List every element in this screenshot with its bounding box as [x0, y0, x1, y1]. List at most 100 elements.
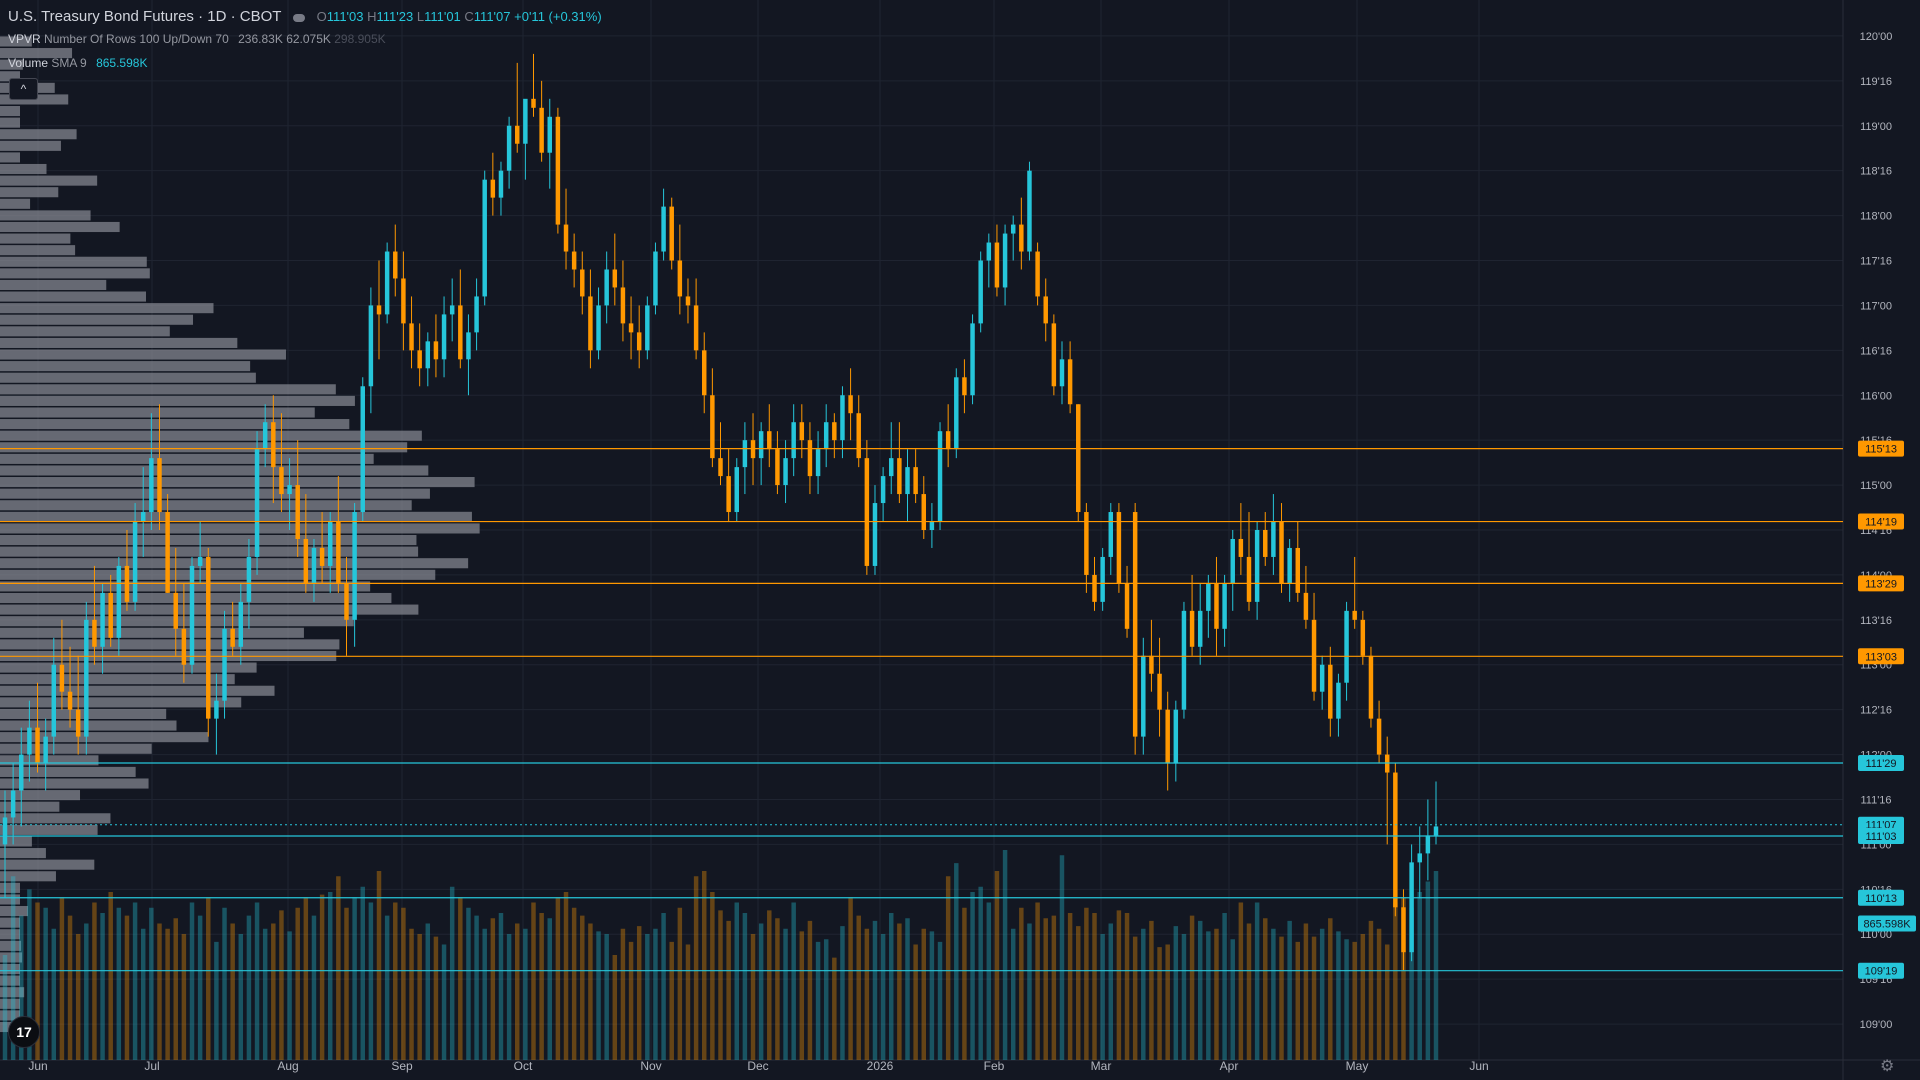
- candle-body: [490, 179, 496, 198]
- x-tick-label: Nov: [640, 1059, 661, 1073]
- volume-bar: [1393, 902, 1398, 1060]
- volume-profile-bar: [0, 639, 340, 650]
- candle-body: [734, 467, 739, 513]
- volume-bar: [1287, 920, 1292, 1060]
- candle-body: [1124, 583, 1130, 629]
- volume-bar: [368, 902, 374, 1060]
- volume-profile-bar: [0, 836, 32, 847]
- ohlc-c-label: C: [464, 9, 474, 24]
- candle-body: [1019, 224, 1024, 252]
- volume-profile-bar: [0, 882, 20, 893]
- market-status-icon: [293, 13, 306, 22]
- volume-params: SMA 9: [51, 56, 87, 70]
- volume-bar: [897, 923, 902, 1060]
- price-level-label: 110'13: [1865, 893, 1897, 905]
- price-level-label: 113'03: [1865, 651, 1897, 663]
- volume-bar: [222, 907, 227, 1060]
- volume-name: Volume: [8, 56, 49, 70]
- candle-body: [1222, 583, 1227, 629]
- vpvr-value-3: 298.905K: [334, 32, 386, 46]
- price-level-tag: [1858, 755, 1904, 772]
- volume-bar: [197, 915, 203, 1060]
- volume-bar: [1254, 902, 1260, 1060]
- volume-bar: [1303, 923, 1309, 1060]
- candle-body: [823, 422, 829, 450]
- volume-bar: [775, 918, 780, 1060]
- volume-profile-bar: [0, 848, 46, 859]
- volume-profile-bar: [0, 163, 47, 175]
- vpvr-value-2: 62.075K: [286, 32, 331, 46]
- candle-body: [742, 440, 748, 468]
- candle-body: [645, 305, 650, 351]
- volume-profile-bar: [0, 998, 20, 1009]
- candle-body: [1254, 530, 1260, 602]
- volume-profile-bar: [0, 268, 150, 279]
- volume-profile-bar: [0, 766, 136, 777]
- candle-body: [311, 547, 317, 584]
- volume-profile-bar: [0, 291, 147, 302]
- candle-body: [897, 458, 902, 495]
- volume-bar: [165, 928, 170, 1060]
- gear-icon[interactable]: ⚙: [1880, 1058, 1895, 1075]
- volume-bar: [1360, 934, 1366, 1060]
- volume-bar: [514, 923, 520, 1060]
- volume-bar: [856, 915, 861, 1060]
- ohlc-close: 111'07: [473, 9, 511, 24]
- price-level-tag: [1858, 575, 1904, 592]
- candle-body: [978, 260, 983, 324]
- candle-body: [214, 700, 219, 719]
- price-level-tag: [1858, 440, 1904, 457]
- volume-bar: [1401, 897, 1406, 1060]
- candle-body: [165, 512, 170, 593]
- volume-bar: [1263, 918, 1268, 1060]
- volume-bar: [1222, 913, 1227, 1060]
- volume-bar: [132, 902, 138, 1060]
- candle-body: [254, 449, 260, 557]
- volume-bar: [954, 863, 959, 1060]
- candle-body: [775, 449, 780, 486]
- collapse-legend-button[interactable]: ^: [9, 78, 38, 100]
- volume-profile-bar: [0, 326, 170, 337]
- candle-body: [43, 736, 48, 764]
- volume-legend[interactable]: Volume SMA 9 865.598K: [8, 56, 147, 70]
- volume-profile-bar: [0, 500, 412, 511]
- volume-bar: [677, 907, 683, 1060]
- price-level-label: 113'29: [1865, 578, 1897, 590]
- candle-body: [140, 512, 146, 522]
- volume-bar: [393, 902, 398, 1060]
- volume-bar: [1368, 920, 1374, 1060]
- candle-body: [67, 691, 73, 710]
- volume-bar: [466, 907, 471, 1060]
- volume-bar: [1084, 907, 1089, 1060]
- candle-body: [783, 458, 788, 486]
- volume-bar: [254, 902, 260, 1060]
- candle-body: [384, 251, 390, 315]
- candle-body: [1059, 359, 1065, 387]
- candle-body: [1352, 610, 1357, 620]
- candle-body: [1368, 655, 1374, 719]
- candle-body: [327, 521, 333, 566]
- volume-bar: [1035, 902, 1040, 1060]
- volume-bar: [986, 902, 992, 1060]
- volume-bar: [1019, 907, 1024, 1060]
- volume-bar: [482, 928, 487, 1060]
- candle-body: [702, 350, 707, 396]
- candle-body: [1425, 835, 1431, 854]
- volume-profile-bar: [0, 36, 32, 47]
- candle-body: [1287, 547, 1292, 584]
- candle-body: [612, 269, 618, 288]
- candle-body: [132, 521, 138, 602]
- tradingview-logo-icon[interactable]: 17: [8, 1016, 40, 1048]
- candle-body: [669, 206, 674, 261]
- symbol-title[interactable]: U.S. Treasury Bond Futures · 1D · CBOT: [8, 8, 282, 25]
- volume-bar: [710, 892, 715, 1060]
- y-tick-label: 119'00: [1860, 121, 1892, 133]
- candle-body: [1214, 583, 1219, 629]
- candle-body: [580, 269, 585, 297]
- volume-bar: [994, 871, 1000, 1060]
- vpvr-legend[interactable]: VPVR Number Of Rows 100 Up/Down 70 236.8…: [8, 32, 386, 46]
- volume-bar: [636, 926, 642, 1060]
- volume-bar: [767, 910, 772, 1060]
- volume-bar: [189, 902, 195, 1060]
